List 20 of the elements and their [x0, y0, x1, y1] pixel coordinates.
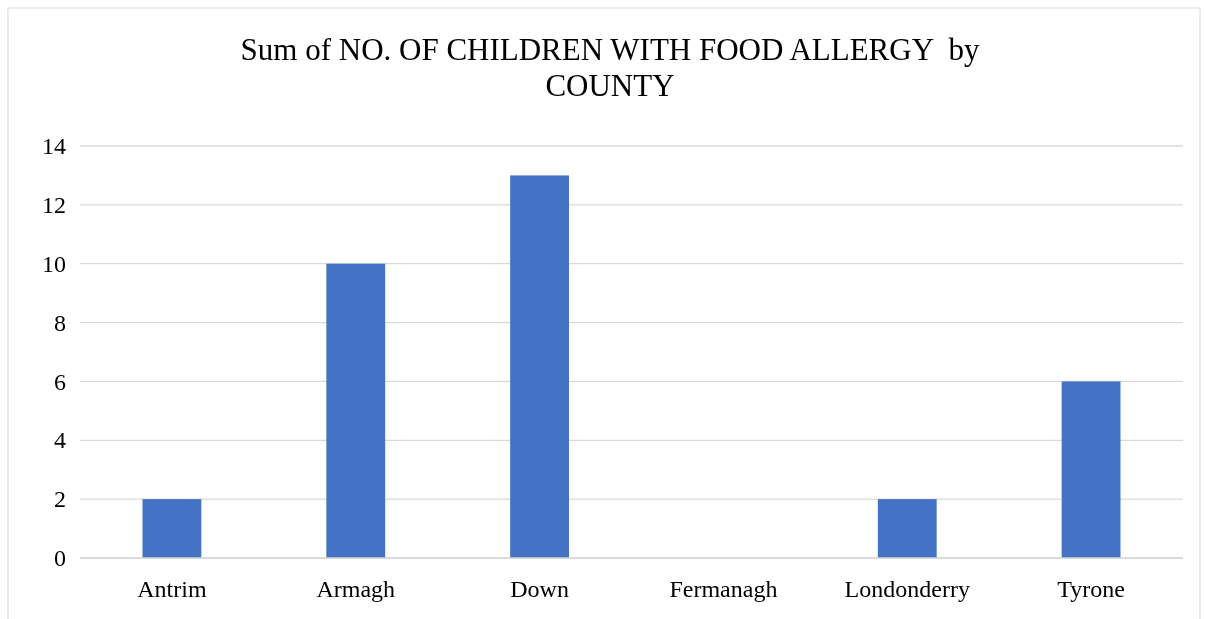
bar — [326, 263, 386, 558]
x-tick-label: Down — [510, 576, 569, 603]
x-tick-label: Armagh — [316, 576, 396, 603]
bar — [510, 175, 569, 558]
y-tick-label: 2 — [54, 486, 66, 513]
bar — [877, 499, 937, 558]
y-tick-label: 10 — [42, 250, 66, 277]
x-tick-label: Fermanagh — [669, 576, 778, 603]
y-tick-label: 0 — [54, 545, 66, 572]
x-tick-label: Antrim — [137, 576, 207, 603]
bar — [142, 499, 202, 558]
y-tick-label: 14 — [42, 133, 66, 160]
y-tick-label: 6 — [54, 368, 66, 395]
chart-title: Sum of NO. OF CHILDREN WITH FOOD ALLERGY by COUNTY — [240, 32, 980, 103]
x-tick-label: Tyrone — [1057, 576, 1125, 603]
x-tick-label: Londonderry — [844, 576, 970, 603]
y-tick-label: 8 — [54, 309, 66, 336]
y-tick-label: 12 — [42, 192, 66, 219]
y-tick-label: 4 — [54, 427, 66, 454]
bar — [1061, 381, 1121, 558]
